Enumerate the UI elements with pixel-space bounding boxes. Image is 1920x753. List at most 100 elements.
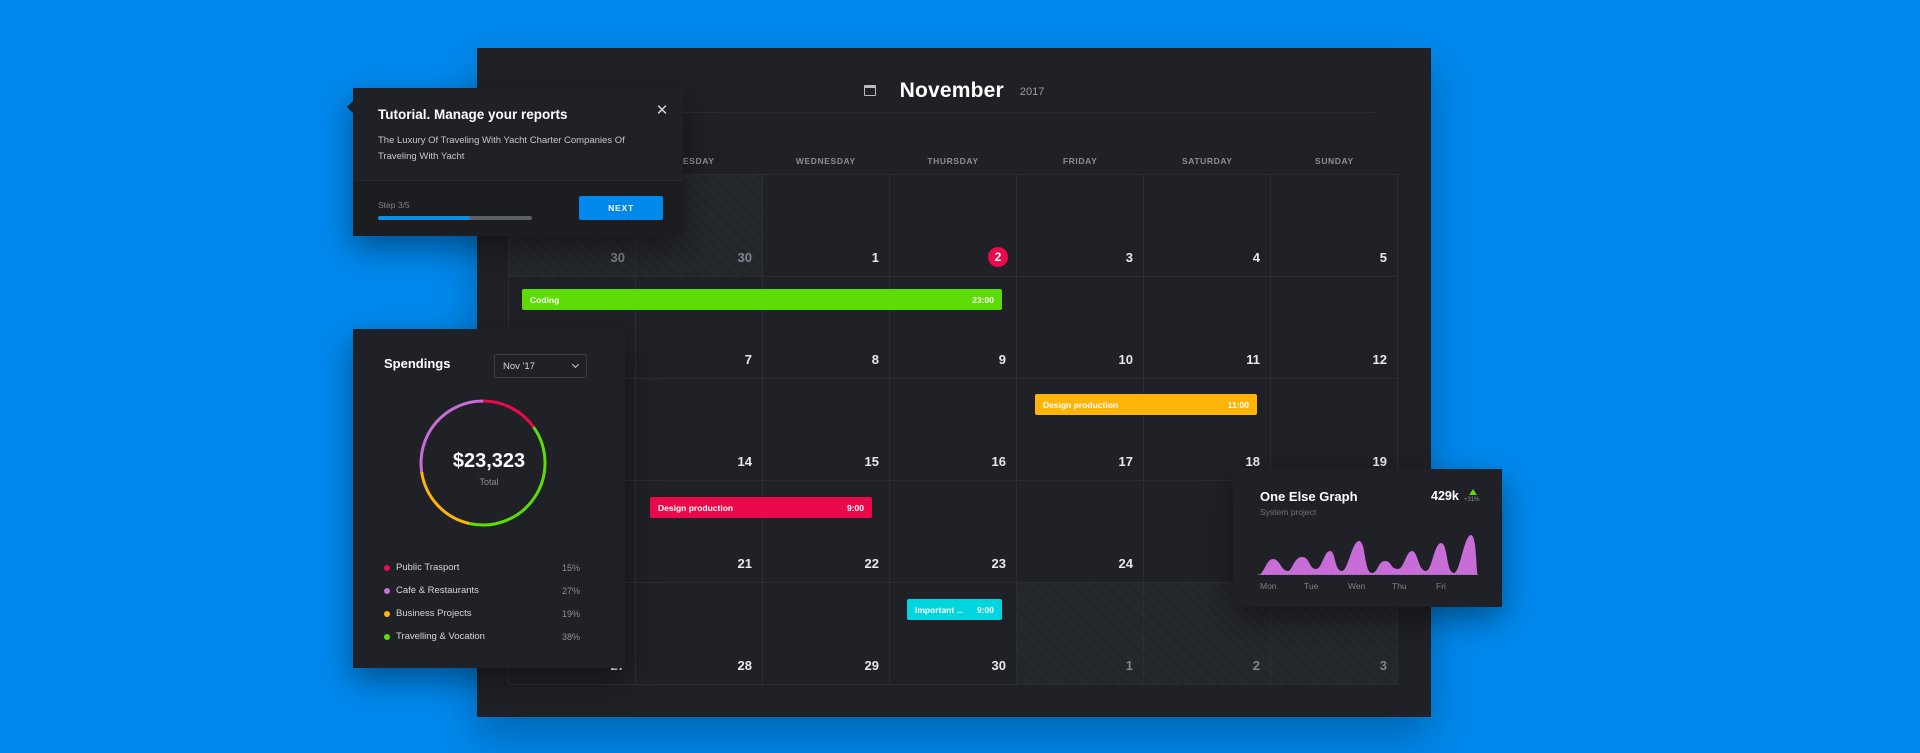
day-label: Fri xyxy=(1436,581,1446,591)
period-value: Nov '17 xyxy=(503,361,535,372)
calendar-day-cell[interactable]: 30 xyxy=(890,583,1017,685)
calendar-week: 3141516171819 xyxy=(509,379,1398,481)
spendings-title: Spendings xyxy=(384,356,451,371)
graph-panel: One Else Graph System project 429k +31% … xyxy=(1233,469,1502,607)
day-number: 4 xyxy=(1252,250,1260,265)
calendar-day-cell[interactable]: 8 xyxy=(763,277,890,379)
calendar-day-cell[interactable]: 1 xyxy=(763,175,890,277)
day-number: 28 xyxy=(737,658,752,673)
calendar-day-cell[interactable]: 2 xyxy=(890,175,1017,277)
event-design-production[interactable]: Design production 11:00 xyxy=(1035,394,1257,415)
day-number: 2 xyxy=(1252,658,1260,673)
weekday-label: SUNDAY xyxy=(1315,156,1354,166)
event-title: Design production xyxy=(1043,399,1119,410)
legend-label: Business Projects xyxy=(396,608,472,619)
next-button[interactable]: NEXT xyxy=(579,196,663,220)
calendar-week: 7 8 9 10 11 12 xyxy=(509,277,1398,379)
event-title: Design production xyxy=(658,502,734,513)
legend-percent: 15% xyxy=(561,562,580,573)
day-number: 1 xyxy=(871,250,879,265)
day-number: 10 xyxy=(1118,352,1133,367)
day-number: 1 xyxy=(1125,658,1133,673)
calendar-day-cell[interactable]: 3 xyxy=(1017,175,1144,277)
tutorial-step: Step 3/5 xyxy=(378,200,410,210)
calendar-day-cell[interactable]: 28 xyxy=(636,583,763,685)
calendar-day-cell[interactable]: 5 xyxy=(1271,175,1398,277)
day-number: 18 xyxy=(1245,454,1260,469)
period-select[interactable]: Nov '17 xyxy=(494,354,587,378)
close-icon[interactable]: ✕ xyxy=(655,102,669,119)
calendar-day-cell[interactable]: 23 xyxy=(890,481,1017,583)
event-coding[interactable]: Coding 23:00 xyxy=(522,289,1002,310)
weekday-label: FRIDAY xyxy=(1062,156,1098,166)
legend-dot xyxy=(384,587,390,594)
weekday-header: ESDAY WEDNESDAY THURSDAY FRIDAY SATURDAY… xyxy=(508,156,1398,166)
calendar-day-cell[interactable]: 1 xyxy=(1017,583,1144,685)
calendar-day-cell[interactable]: 24 xyxy=(1017,481,1144,583)
event-title: Important ... xyxy=(915,604,964,615)
day-number: 7 xyxy=(744,352,752,367)
tutorial-footer: Step 3/5 NEXT xyxy=(353,180,683,236)
calendar-day-cell[interactable]: 11 xyxy=(1144,277,1271,379)
divider xyxy=(533,112,1375,113)
legend-dot xyxy=(384,610,390,617)
legend-item: Travelling & Vocation 38% xyxy=(384,625,580,648)
calendar-month[interactable]: November xyxy=(899,78,1004,102)
event-important[interactable]: Important ... 9:00 xyxy=(907,599,1002,620)
day-number: 14 xyxy=(737,454,752,469)
calendar-day-cell[interactable]: 22 xyxy=(763,481,890,583)
calendar-day-cell[interactable]: 4 xyxy=(1144,175,1271,277)
donut-segment xyxy=(420,471,470,525)
calendar-day-cell[interactable]: 15 xyxy=(763,379,890,481)
calendar-day-cell[interactable]: 9 xyxy=(890,277,1017,379)
weekday-label: THURSDAY xyxy=(927,156,979,166)
day-number: 30 xyxy=(991,658,1006,673)
calendar-header: November 2017 xyxy=(477,68,1431,113)
legend-dot xyxy=(384,633,390,640)
popover-pointer xyxy=(347,101,353,113)
calendar-day-cell[interactable]: 16 xyxy=(890,379,1017,481)
legend-percent: 38% xyxy=(561,631,580,642)
tutorial-popover: ✕ Tutorial. Manage your reports The Luxu… xyxy=(347,88,683,236)
legend-label: Public Trasport xyxy=(396,562,460,573)
event-time: 9:00 xyxy=(846,502,864,513)
day-number: 17 xyxy=(1118,454,1133,469)
calendar-day-cell[interactable]: 10 xyxy=(1017,277,1144,379)
calendar-day-cell[interactable]: 18 xyxy=(1144,379,1271,481)
calendar-day-cell[interactable]: 21 xyxy=(636,481,763,583)
day-number: 11 xyxy=(1246,352,1260,367)
calendar-day-cell[interactable]: 7 xyxy=(636,277,763,379)
calendar-icon[interactable] xyxy=(863,85,876,96)
day-number: 16 xyxy=(991,454,1006,469)
tutorial-progress xyxy=(378,216,532,220)
today-date: 2 xyxy=(988,247,1008,267)
legend-item: Public Trasport 15% xyxy=(384,556,580,579)
legend-label: Travelling & Vocation xyxy=(396,631,485,642)
weekday-label: SATURDAY xyxy=(1181,156,1233,166)
legend-item: Cafe & Restaurants 27% xyxy=(384,579,580,602)
graph-value: 429k xyxy=(1431,489,1459,503)
calendar-day-cell[interactable]: 19 xyxy=(1271,379,1398,481)
donut-segment xyxy=(482,399,535,428)
day-label: Thu xyxy=(1392,581,1407,591)
graph-title: One Else Graph xyxy=(1260,489,1358,504)
calendar-day-cell[interactable]: 17 xyxy=(1017,379,1144,481)
spendings-donut-chart xyxy=(419,399,547,527)
graph-days: Mon Tue Wen Thu Fri xyxy=(1260,581,1460,593)
weekday-label: WEDNESDAY xyxy=(795,156,856,166)
calendar-day-cell[interactable]: 12 xyxy=(1271,277,1398,379)
calendar-day-cell[interactable]: 14 xyxy=(636,379,763,481)
graph-subtitle: System project xyxy=(1260,507,1317,517)
legend-item: Business Projects 19% xyxy=(384,602,580,625)
day-number: 21 xyxy=(737,556,752,571)
legend-percent: 27% xyxy=(561,585,580,596)
calendar-day-cell[interactable]: 30 xyxy=(636,175,763,277)
event-design-production[interactable]: Design production 9:00 xyxy=(650,497,872,518)
calendar-year: 2017 xyxy=(1019,86,1045,98)
day-number: 3 xyxy=(1125,250,1133,265)
day-number: 12 xyxy=(1372,352,1387,367)
calendar-day-cell[interactable]: 29 xyxy=(763,583,890,685)
day-label: Tue xyxy=(1304,581,1319,591)
day-number: 30 xyxy=(737,250,752,265)
day-number: 22 xyxy=(864,556,879,571)
